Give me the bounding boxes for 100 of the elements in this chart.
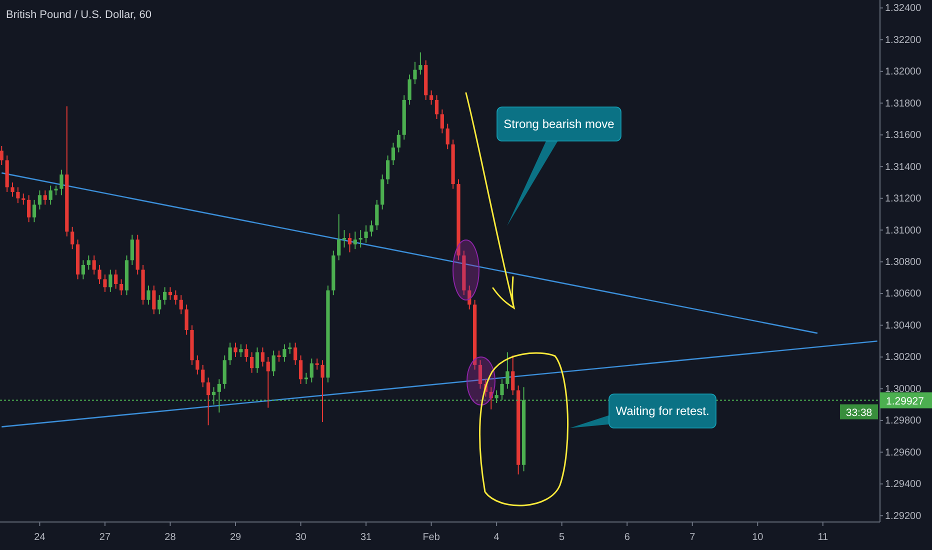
candlestick bbox=[260, 346, 264, 368]
x-tick-label: 5 bbox=[559, 532, 566, 543]
x-tick-label: 30 bbox=[295, 532, 307, 543]
candlestick bbox=[418, 52, 422, 76]
candlestick bbox=[391, 142, 396, 166]
y-tick-label: 1.29400 bbox=[885, 479, 922, 490]
x-tick-label: 7 bbox=[690, 532, 696, 543]
x-tick-label: 27 bbox=[99, 532, 111, 543]
annotation: Waiting for retest. bbox=[616, 404, 710, 418]
candlestick bbox=[168, 286, 172, 300]
x-tick-label: 4 bbox=[494, 532, 500, 543]
candlestick bbox=[282, 344, 286, 362]
candlestick bbox=[277, 350, 281, 362]
candlestick bbox=[119, 278, 124, 296]
candlestick bbox=[81, 260, 86, 280]
text: British Pound / U.S. Dollar, 60 bbox=[6, 9, 152, 21]
annotation: Strong bearish move bbox=[504, 117, 615, 131]
candlestick bbox=[0, 145, 4, 166]
candlestick bbox=[396, 130, 400, 153]
candlestick bbox=[98, 264, 102, 285]
candlestick bbox=[179, 294, 183, 315]
x-tick-label: 10 bbox=[752, 532, 764, 543]
candlestick bbox=[222, 354, 226, 390]
candlestick bbox=[446, 123, 450, 150]
candlestick bbox=[255, 346, 260, 374]
candlestick bbox=[386, 154, 390, 185]
y-tick-label: 1.31600 bbox=[885, 130, 922, 142]
candlestick bbox=[288, 342, 292, 354]
candlestick bbox=[184, 304, 188, 336]
candlestick bbox=[152, 285, 156, 315]
ref-line-label: 1.29927 bbox=[886, 395, 924, 408]
candlestick bbox=[103, 274, 107, 292]
y-tick-label: 1.32400 bbox=[885, 3, 922, 14]
candlestick bbox=[228, 342, 232, 366]
candlestick bbox=[353, 231, 357, 250]
y-tick-label: 1.30200 bbox=[885, 352, 922, 364]
candlestick bbox=[358, 230, 362, 248]
candlestick bbox=[440, 108, 444, 134]
x-tick-label: 11 bbox=[818, 532, 829, 543]
candlestick bbox=[196, 354, 200, 375]
candlestick bbox=[108, 269, 112, 292]
candlestick bbox=[27, 194, 31, 223]
candlestick bbox=[10, 182, 14, 198]
candlestick bbox=[337, 214, 341, 261]
candlestick bbox=[38, 190, 42, 210]
candlestick bbox=[272, 350, 276, 377]
candlestick bbox=[244, 344, 248, 362]
candlestick bbox=[250, 352, 254, 374]
x-tick-label: 28 bbox=[164, 532, 176, 543]
candlestick bbox=[16, 186, 20, 204]
candlestick bbox=[86, 254, 90, 270]
y-tick-label: 1.30000 bbox=[885, 384, 922, 395]
candlestick bbox=[32, 199, 36, 223]
y-tick-label: 1.29800 bbox=[885, 416, 922, 427]
x-tick-label: Feb bbox=[422, 532, 440, 543]
candlestick bbox=[201, 364, 205, 388]
y-tick-label: 1.31800 bbox=[885, 98, 922, 110]
candlestick bbox=[70, 226, 74, 250]
candlestick bbox=[489, 386, 493, 410]
x-tick-label: 6 bbox=[624, 532, 630, 543]
candlestick bbox=[375, 199, 379, 231]
x-tick-label: 29 bbox=[230, 532, 242, 543]
candlestick bbox=[468, 285, 472, 310]
candlestick bbox=[294, 342, 298, 366]
candlestick bbox=[298, 354, 303, 384]
x-tick-label: 24 bbox=[34, 532, 46, 543]
candlestick bbox=[342, 230, 346, 248]
candlestick bbox=[304, 372, 308, 384]
candlestick bbox=[48, 185, 52, 206]
candlestick bbox=[54, 185, 58, 196]
candlestick bbox=[146, 285, 150, 306]
y-tick-label: 1.32200 bbox=[885, 34, 922, 46]
candlestick bbox=[130, 234, 134, 266]
candlestick bbox=[511, 354, 515, 396]
candlestick bbox=[320, 360, 324, 423]
y-tick-label: 1.32000 bbox=[885, 66, 922, 78]
candlestick bbox=[364, 224, 368, 244]
candlestick bbox=[315, 358, 319, 370]
candlestick bbox=[92, 254, 96, 275]
candlestick bbox=[413, 61, 417, 85]
candlestick bbox=[206, 377, 210, 426]
y-tick-label: 1.30400 bbox=[885, 320, 922, 332]
y-tick-label: 1.29200 bbox=[885, 510, 922, 522]
candlestick bbox=[408, 74, 412, 106]
y-tick-label: 1.31000 bbox=[885, 225, 922, 236]
x-tick-label: 31 bbox=[360, 532, 372, 543]
y-tick-label: 1.30800 bbox=[885, 256, 922, 268]
candlestick bbox=[22, 193, 26, 206]
candlestick bbox=[266, 356, 270, 408]
candlestick bbox=[43, 190, 47, 206]
candlestick bbox=[158, 294, 162, 315]
candlestick bbox=[478, 360, 482, 390]
candlestick bbox=[430, 90, 434, 106]
candlestick bbox=[239, 344, 243, 358]
candlestick bbox=[506, 352, 510, 390]
candlestick bbox=[370, 220, 374, 237]
candlestick bbox=[434, 94, 439, 120]
candlestick bbox=[310, 358, 314, 383]
y-tick-label: 1.31400 bbox=[885, 162, 922, 173]
y-tick-label: 1.30600 bbox=[885, 288, 922, 300]
